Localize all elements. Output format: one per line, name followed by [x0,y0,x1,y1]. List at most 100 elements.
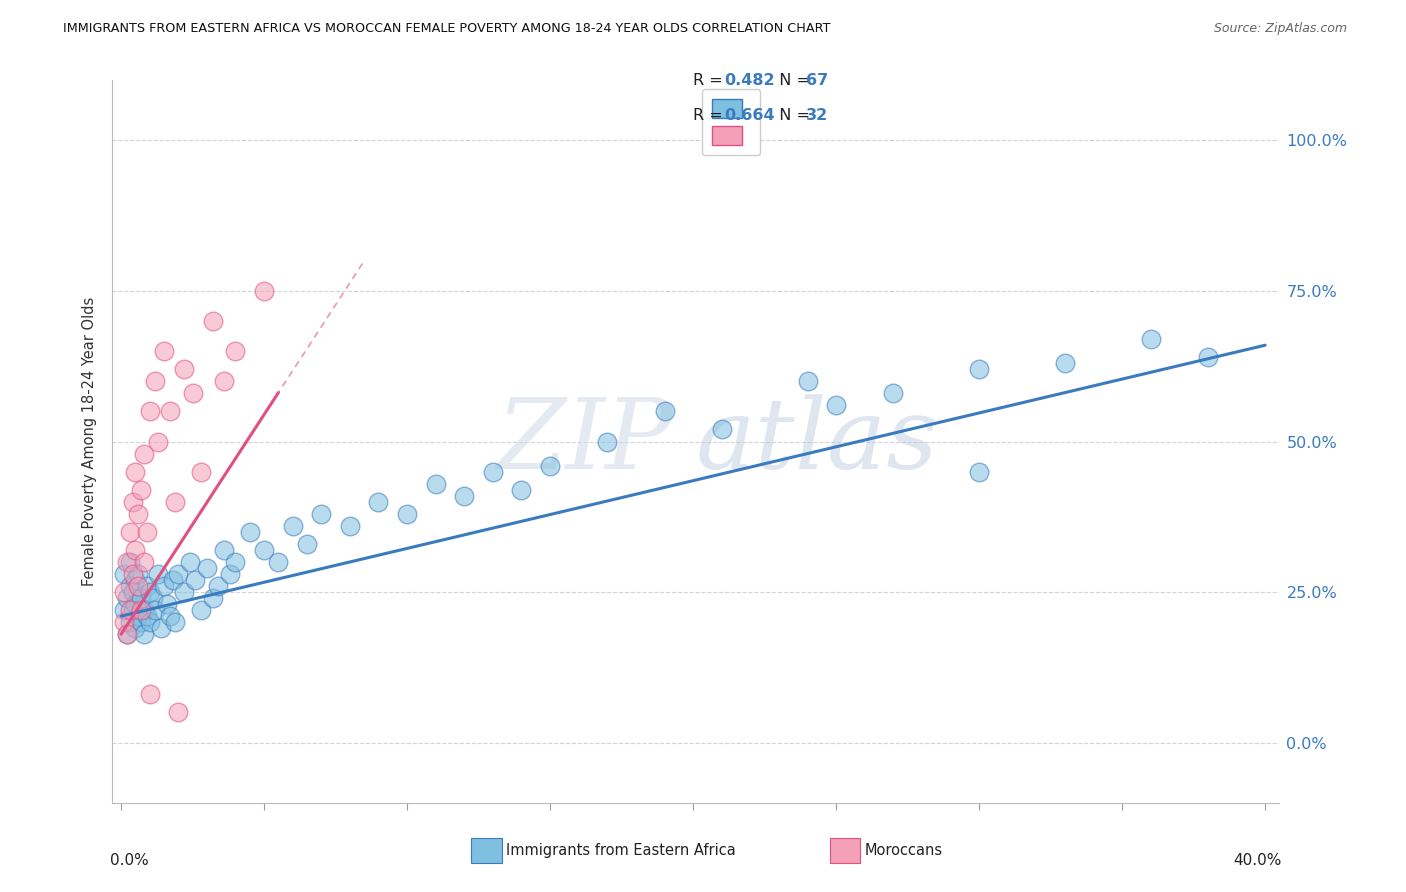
Point [127,567,149,582]
Text: 40.0%: 40.0% [1233,854,1282,869]
Point [129,615,152,630]
Point [138,615,160,630]
Point [118,524,141,539]
Point [967,362,990,376]
Point [115,591,138,606]
Point [218,567,240,582]
Point [453,489,475,503]
Point [201,591,224,606]
Point [367,494,389,508]
Point [165,615,187,630]
Point [1053,356,1076,370]
Point [179,555,201,569]
Point [596,434,619,449]
Point [167,567,190,582]
Text: Immigrants from Eastern Africa: Immigrants from Eastern Africa [506,843,735,857]
Point [1197,350,1219,364]
Point [150,621,173,635]
Point [425,476,447,491]
Point [967,465,990,479]
Text: N =: N = [769,73,815,87]
Point [510,483,533,497]
Point [396,507,419,521]
Point [173,585,195,599]
Point [339,519,361,533]
Point [173,362,195,376]
Point [112,615,135,630]
Point [181,386,204,401]
Point [184,573,207,587]
Point [162,573,184,587]
Point [124,597,146,611]
Point [112,585,135,599]
Point [118,555,141,569]
Point [127,579,149,593]
Point [124,542,146,557]
Point [138,687,160,701]
Point [825,398,848,412]
Point [156,597,179,611]
Y-axis label: Female Poverty Among 18-24 Year Olds: Female Poverty Among 18-24 Year Olds [82,297,97,586]
Point [141,591,163,606]
Point [654,404,676,418]
Point [118,603,141,617]
Point [129,591,152,606]
Point [281,519,304,533]
Point [207,579,229,593]
Point [121,603,143,617]
Point [148,567,170,582]
Point [145,603,167,617]
Point [129,483,152,497]
Text: 0.664: 0.664 [724,109,775,123]
Point [538,458,561,473]
Point [159,609,181,624]
Point [138,585,160,599]
Point [224,555,246,569]
Point [121,567,143,582]
Point [138,404,160,418]
Point [115,627,138,641]
Point [153,579,176,593]
Point [710,423,733,437]
Point [882,386,904,401]
Point [124,573,146,587]
Point [127,609,149,624]
Text: atlas: atlas [696,394,939,489]
Point [295,537,318,551]
Point [135,609,157,624]
Text: Source: ZipAtlas.com: Source: ZipAtlas.com [1213,22,1347,36]
Legend: , : , [702,88,761,155]
Point [311,507,333,521]
Point [224,344,246,359]
Point [1139,332,1161,346]
Point [112,567,135,582]
Text: 0.482: 0.482 [724,73,775,87]
Text: ZIP: ZIP [496,394,672,489]
Text: 0.0%: 0.0% [110,854,149,869]
Text: R =: R = [693,109,728,123]
Point [135,524,157,539]
Text: 67: 67 [806,73,828,87]
Point [239,524,262,539]
Point [127,507,149,521]
Point [212,375,235,389]
Point [253,284,276,298]
Point [153,344,176,359]
Point [115,627,138,641]
Point [195,561,218,575]
Point [118,615,141,630]
Text: N =: N = [769,109,815,123]
Point [118,579,141,593]
Text: IMMIGRANTS FROM EASTERN AFRICA VS MOROCCAN FEMALE POVERTY AMONG 18-24 YEAR OLDS : IMMIGRANTS FROM EASTERN AFRICA VS MOROCC… [63,22,831,36]
Point [165,494,187,508]
Point [132,447,155,461]
Point [129,603,152,617]
Point [167,706,190,720]
Point [132,555,155,569]
Point [121,585,143,599]
Point [112,603,135,617]
Point [124,465,146,479]
Point [267,555,290,569]
Point [212,542,235,557]
Point [121,494,143,508]
